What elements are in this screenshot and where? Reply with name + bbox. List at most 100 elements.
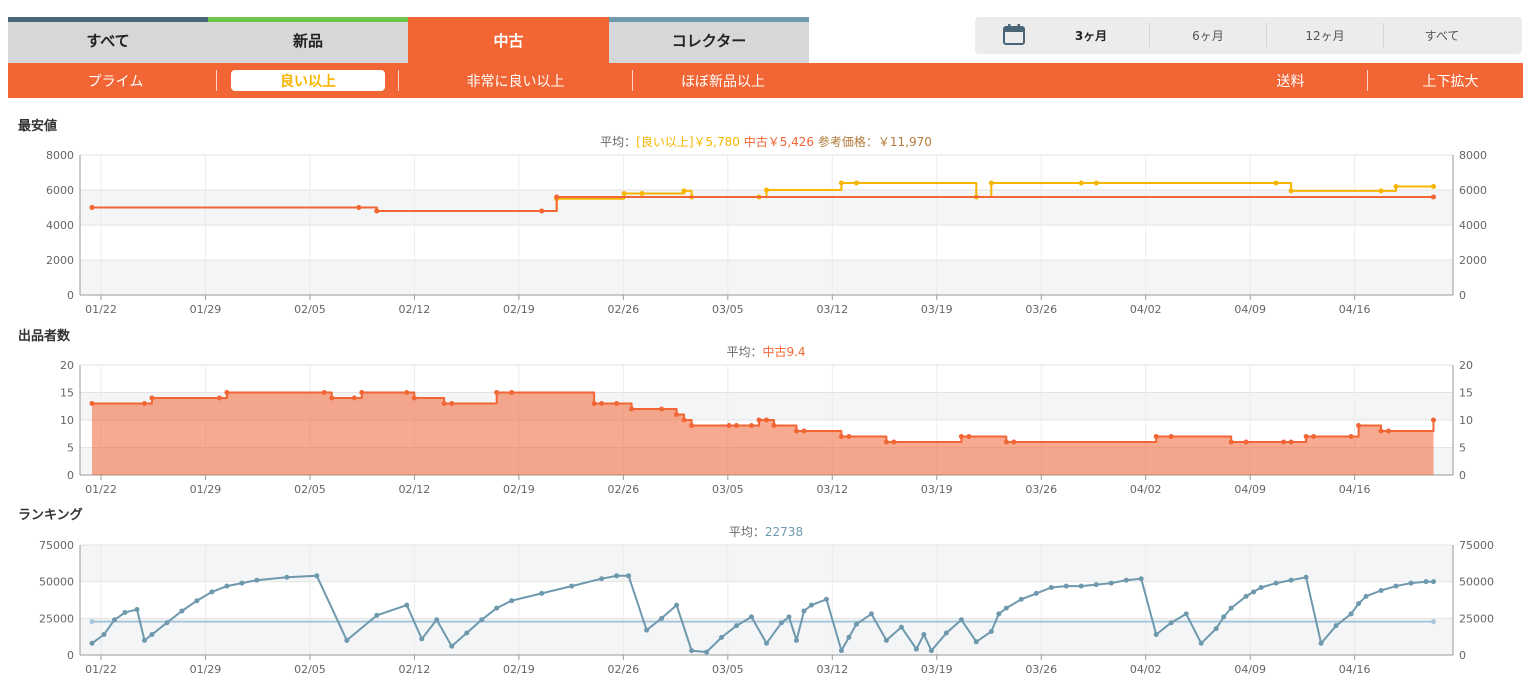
y-tick-label-right: 75000: [1459, 539, 1494, 552]
tab-label: すべて: [86, 31, 130, 50]
vertical-zoom-toggle[interactable]: 上下拡大: [1388, 63, 1513, 98]
data-point: [823, 596, 829, 602]
data-point: [639, 191, 645, 196]
data-point: [1063, 583, 1069, 589]
x-tick-label: 02/12: [399, 483, 431, 496]
tab-used[interactable]: 中古: [408, 17, 609, 63]
data-point: [626, 573, 632, 579]
data-point: [1243, 439, 1249, 445]
data-point: [374, 208, 380, 214]
data-point: [449, 401, 455, 406]
data-point: [321, 390, 327, 395]
data-point: [771, 423, 777, 428]
data-point: [1033, 590, 1039, 596]
series-line: [92, 391, 1435, 443]
x-tick-label: 03/26: [1025, 663, 1057, 676]
data-point: [846, 434, 852, 439]
tab-new[interactable]: 新品: [208, 17, 408, 63]
data-point: [509, 598, 515, 604]
y-tick-label-right: 10: [1459, 414, 1473, 427]
data-point: [89, 205, 95, 210]
data-point: [838, 648, 844, 654]
data-point: [599, 576, 605, 582]
calendar-icon[interactable]: [1002, 23, 1026, 47]
condition-filter-bar: プライム 良い以上 非常に良い以上 ほぼ新品以上 送料 上下拡大: [8, 63, 1523, 98]
data-point: [621, 191, 627, 196]
data-point: [674, 412, 680, 417]
x-tick-label: 03/05: [712, 483, 744, 496]
subtitle-part: 22738: [765, 525, 803, 539]
data-point: [1258, 585, 1264, 591]
data-point: [1093, 582, 1099, 588]
data-point: [988, 629, 994, 635]
data-point: [1303, 434, 1309, 439]
data-point: [756, 417, 762, 423]
range-label: 12ヶ月: [1305, 29, 1345, 43]
y-tick-label-left: 50000: [39, 576, 74, 589]
x-tick-label: 03/19: [921, 663, 953, 676]
subtitle-part: 平均：: [726, 345, 762, 359]
divider: [632, 70, 633, 91]
range-12-months[interactable]: 12ヶ月: [1267, 17, 1383, 54]
data-point: [1431, 194, 1437, 200]
data-point: [591, 401, 597, 406]
filter-very-good-or-better[interactable]: 非常に良い以上: [428, 63, 603, 98]
data-point: [659, 406, 665, 412]
range-3-months[interactable]: 3ヶ月: [1035, 17, 1147, 54]
data-point: [1153, 434, 1159, 439]
data-point: [351, 395, 357, 401]
tab-label: 新品: [292, 31, 323, 50]
data-point: [689, 423, 695, 428]
data-point: [1378, 428, 1384, 434]
data-point: [141, 637, 147, 643]
price-chart-title: 最安値: [18, 119, 58, 134]
data-point: [801, 428, 807, 434]
data-point: [1228, 605, 1234, 611]
x-tick-label: 01/22: [85, 663, 117, 676]
range-6-months[interactable]: 6ヶ月: [1150, 17, 1266, 54]
data-point: [1138, 576, 1144, 582]
data-point: [1288, 439, 1294, 445]
x-tick-label: 04/16: [1339, 483, 1371, 496]
grid-band: [80, 260, 1453, 295]
x-tick-label: 03/19: [921, 303, 953, 316]
data-point: [411, 395, 417, 401]
filter-label: プライム: [87, 73, 144, 90]
divider: [216, 70, 217, 91]
filter-good-or-better[interactable]: 良い以上: [231, 70, 385, 91]
data-point: [1243, 593, 1249, 599]
data-point: [1378, 188, 1384, 194]
range-all[interactable]: すべて: [1384, 17, 1500, 54]
data-point: [89, 401, 95, 406]
x-tick-label: 03/12: [816, 663, 848, 676]
data-point: [644, 627, 650, 633]
y-tick-label-right: 5: [1459, 442, 1466, 455]
data-point: [996, 611, 1002, 617]
data-point: [1078, 180, 1084, 186]
data-point: [681, 188, 687, 194]
data-point: [89, 640, 95, 646]
x-tick-label: 02/05: [294, 303, 326, 316]
x-tick-label: 04/02: [1130, 483, 1162, 496]
filter-like-new-or-better[interactable]: ほぼ新品以上: [648, 63, 798, 98]
tab-collector[interactable]: コレクター: [609, 17, 809, 63]
shipping-toggle[interactable]: 送料: [1248, 63, 1333, 98]
data-point: [1356, 601, 1362, 607]
data-point: [1011, 439, 1017, 445]
y-tick-label-right: 0: [1459, 289, 1466, 302]
y-tick-label-left: 0: [67, 649, 74, 662]
chart-subtitle: 平均：22738: [729, 525, 803, 539]
data-point: [209, 589, 215, 595]
y-tick-label-right: 25000: [1459, 612, 1494, 625]
y-tick-label-right: 15: [1459, 387, 1473, 400]
subtitle-part: 平均：: [600, 135, 636, 149]
data-point: [1078, 583, 1084, 589]
data-point: [404, 602, 410, 608]
x-tick-label: 02/26: [608, 303, 640, 316]
x-tick-label: 01/29: [190, 663, 222, 676]
x-tick-label: 04/09: [1234, 483, 1266, 496]
filter-prime[interactable]: プライム: [38, 63, 193, 98]
tab-label: 中古: [493, 31, 524, 50]
data-point: [1221, 614, 1227, 620]
tab-all[interactable]: すべて: [8, 17, 208, 63]
